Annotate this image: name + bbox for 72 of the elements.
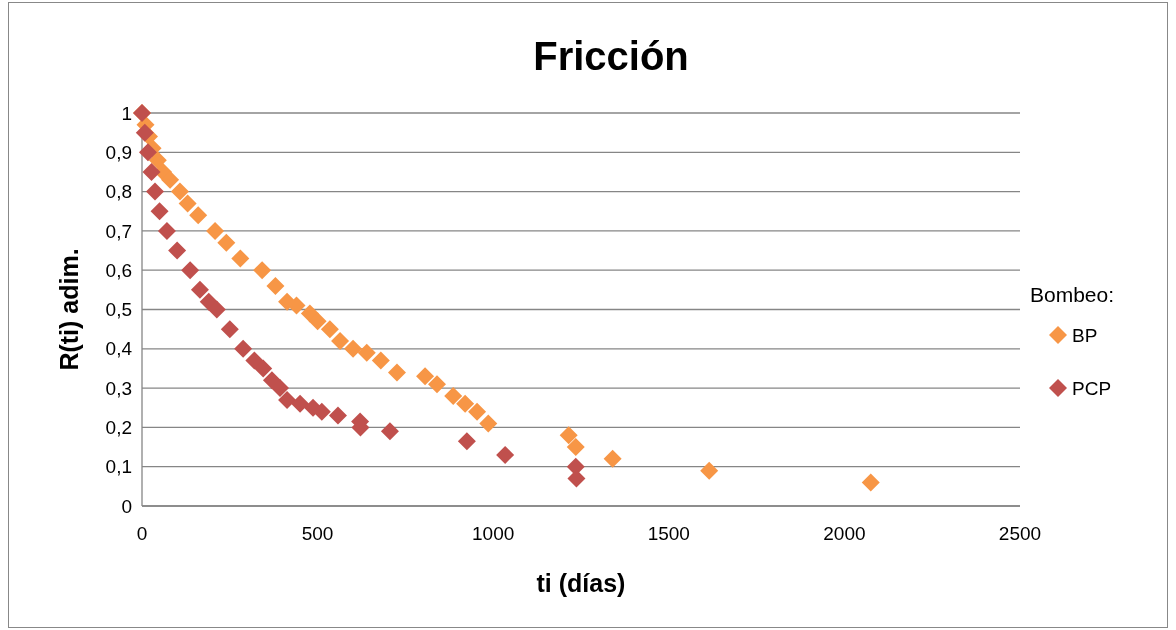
point	[190, 280, 209, 299]
y-tick-label: 0,8	[105, 181, 132, 203]
point	[861, 473, 880, 492]
point	[700, 461, 719, 480]
point	[170, 182, 189, 201]
point	[245, 351, 264, 370]
point	[566, 438, 585, 457]
y-axis-title: R(ti) adim.	[55, 248, 83, 371]
point	[468, 402, 487, 421]
legend-label: BP	[1072, 324, 1098, 346]
point	[271, 379, 290, 398]
point	[416, 367, 435, 386]
point	[371, 351, 390, 370]
point	[189, 206, 208, 225]
point	[135, 123, 154, 142]
point	[142, 162, 161, 181]
point	[320, 320, 339, 339]
point	[145, 182, 164, 201]
point	[266, 276, 285, 295]
y-tick-label: 0,1	[105, 456, 132, 478]
y-tick-label: 0	[121, 495, 132, 517]
point	[168, 241, 187, 260]
chart-title: Fricción	[533, 34, 689, 78]
point	[138, 143, 157, 162]
point	[496, 445, 515, 464]
legend-label: PCP	[1072, 377, 1112, 399]
point	[457, 432, 476, 451]
point	[357, 343, 376, 362]
point	[428, 375, 447, 394]
point	[220, 320, 239, 339]
point	[150, 202, 169, 221]
y-tick-label: 0,3	[105, 377, 132, 399]
point	[291, 394, 310, 413]
y-tick-label: 0,4	[105, 338, 133, 360]
point	[278, 390, 297, 409]
x-tick-label: 2000	[823, 523, 866, 544]
y-tick-label: 0,7	[105, 220, 132, 242]
y-tick-label: 1	[121, 102, 132, 124]
x-axis-title: ti (días)	[536, 569, 626, 597]
point	[444, 386, 463, 405]
y-tick-label: 0,5	[105, 299, 132, 321]
point	[231, 249, 250, 268]
x-tick-label: 0	[136, 523, 148, 544]
point	[178, 194, 197, 213]
point	[331, 331, 350, 350]
point	[157, 221, 176, 240]
point	[148, 151, 167, 170]
y-tick-label: 0,6	[105, 259, 132, 281]
point	[207, 300, 226, 319]
point	[308, 312, 327, 331]
point	[254, 359, 273, 378]
legend-title: Bombeo:	[1030, 283, 1115, 306]
point	[559, 426, 578, 445]
point	[161, 170, 180, 189]
x-tick-label: 1500	[647, 523, 690, 544]
y-tick-label: 0,9	[105, 141, 132, 163]
y-tick-label: 0,2	[105, 417, 132, 439]
point	[206, 221, 225, 240]
point	[479, 414, 498, 433]
x-tick-label: 1000	[472, 523, 515, 544]
point	[603, 449, 622, 468]
point	[380, 422, 399, 441]
point	[234, 339, 253, 358]
point	[253, 261, 272, 280]
point	[344, 339, 363, 358]
x-tick-label: 500	[301, 523, 334, 544]
point	[387, 363, 406, 382]
point	[328, 406, 347, 425]
point	[181, 261, 200, 280]
point	[217, 233, 236, 252]
point	[456, 394, 475, 413]
x-tick-label: 2500	[998, 523, 1042, 544]
